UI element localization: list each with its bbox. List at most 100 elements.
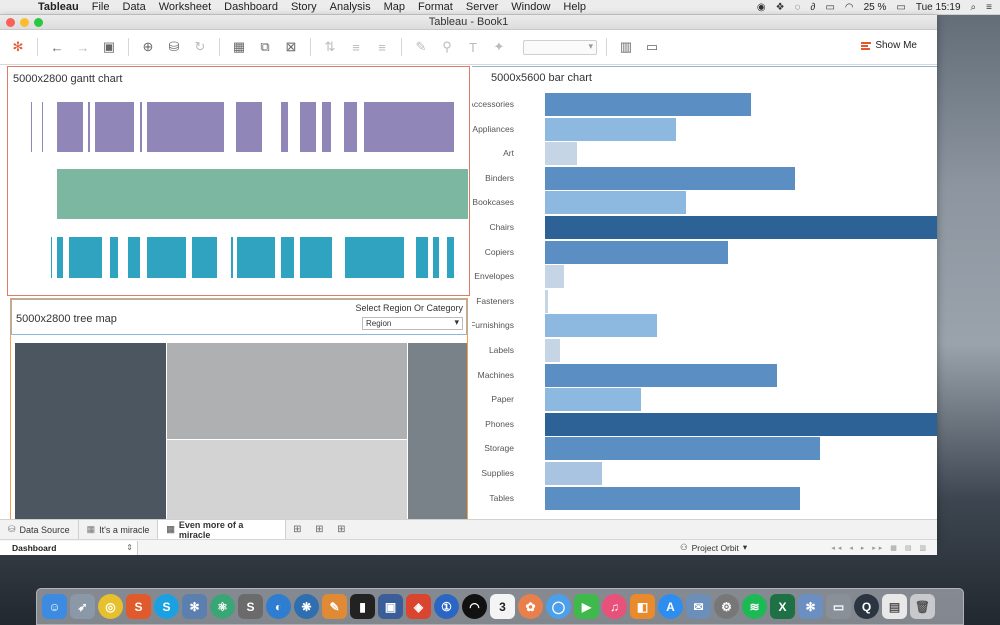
bar-binders[interactable] xyxy=(545,166,795,190)
screenflow-icon[interactable]: ◈ xyxy=(406,594,431,619)
gantt-bar[interactable] xyxy=(88,102,90,152)
menu-format[interactable]: Format xyxy=(418,1,453,13)
labels-icon[interactable]: T xyxy=(469,39,477,55)
sheet-navigation-controls[interactable]: ◂◂ ◂ ▸ ▸▸ ▦ ▤ ▥ xyxy=(831,544,929,552)
documents-icon[interactable]: ▤ xyxy=(882,594,907,619)
menu-help[interactable]: Help xyxy=(563,1,587,13)
bar-furnishings[interactable] xyxy=(545,314,657,338)
virtualbox-icon[interactable]: ▣ xyxy=(378,594,403,619)
messages-icon[interactable]: ◯ xyxy=(546,594,571,619)
gantt-bar[interactable] xyxy=(95,102,134,152)
gantt-bar[interactable] xyxy=(140,102,142,152)
spotify-like-icon[interactable]: ◠ xyxy=(462,594,487,619)
preview-icon[interactable]: ✉ xyxy=(686,594,711,619)
pause-updates-icon[interactable]: ⛁ xyxy=(168,39,180,54)
gantt-bar[interactable] xyxy=(416,237,428,278)
gantt-bar[interactable] xyxy=(231,237,233,278)
finder-icon[interactable]: ☺ xyxy=(42,594,67,619)
creative-cloud-icon[interactable]: ∂ xyxy=(810,1,816,13)
bar-chart-zone[interactable]: 5000x5600 bar chart Accessories Appliance… xyxy=(472,66,937,519)
bar-tables[interactable] xyxy=(545,486,800,510)
spotlight-icon[interactable]: ⌕ xyxy=(970,1,977,13)
gantt-bar[interactable] xyxy=(57,169,468,219)
1password-icon[interactable]: ① xyxy=(434,594,459,619)
ibooks-icon[interactable]: ◧ xyxy=(630,594,655,619)
photos-icon[interactable]: ✿ xyxy=(518,594,543,619)
bar-chairs[interactable] xyxy=(545,216,937,239)
back-icon[interactable]: ← xyxy=(50,39,64,55)
gantt-bar[interactable] xyxy=(51,237,52,278)
menu-data[interactable]: Data xyxy=(122,1,146,13)
menu-file[interactable]: File xyxy=(91,1,110,13)
gantt-chart-zone[interactable]: 5000x2800 gantt chart xyxy=(7,66,470,296)
bar-storage[interactable] xyxy=(545,437,820,461)
clear-sheet-icon[interactable]: ⊠ xyxy=(285,39,297,54)
new-data-source-icon[interactable]: ⊕ xyxy=(142,39,154,54)
tree-map-zone[interactable]: 5000x2800 tree map Select Region Or Cate… xyxy=(10,298,468,528)
atom-icon[interactable]: ⚛ xyxy=(210,594,235,619)
presentation-mode-icon[interactable]: ▭ xyxy=(645,39,659,54)
menu-server[interactable]: Server xyxy=(465,1,499,13)
gantt-bar[interactable] xyxy=(42,102,43,152)
gantt-bar[interactable] xyxy=(344,102,357,152)
gantt-bar[interactable] xyxy=(345,237,404,278)
quicktime-icon[interactable]: Q xyxy=(854,594,879,619)
new-story-button[interactable]: ⊞ xyxy=(330,520,352,539)
trash-icon[interactable]: 🗑 xyxy=(910,594,935,619)
terminal-icon[interactable]: ▮ xyxy=(350,594,375,619)
gantt-bar[interactable] xyxy=(192,237,217,278)
sort-ascending-icon[interactable]: ≡ xyxy=(352,39,360,55)
refresh-icon[interactable]: ↻ xyxy=(194,39,206,54)
gantt-bar[interactable] xyxy=(110,237,118,278)
swap-axes-icon[interactable]: ⇅ xyxy=(324,39,336,54)
airplay-icon[interactable]: ▭ xyxy=(825,1,835,13)
chrome-icon[interactable]: ◎ xyxy=(98,594,123,619)
wunderlist-icon[interactable]: ❋ xyxy=(294,594,319,619)
bar-paper[interactable] xyxy=(545,388,641,412)
sublime-icon[interactable]: S xyxy=(126,594,151,619)
new-worksheet-icon[interactable]: ▦ xyxy=(232,39,246,54)
clock[interactable]: Tue 15:19 xyxy=(915,1,961,13)
forward-icon[interactable]: → xyxy=(76,39,90,55)
excel-icon[interactable]: X xyxy=(770,594,795,619)
gantt-bar[interactable] xyxy=(300,237,332,278)
zoom-button[interactable] xyxy=(34,18,43,27)
menu-window[interactable]: Window xyxy=(511,1,551,13)
system-preferences-icon[interactable]: ⚙ xyxy=(714,594,739,619)
gantt-bar[interactable] xyxy=(57,237,63,278)
sync-icon[interactable]: ◌ xyxy=(794,1,801,13)
region-category-dropdown[interactable]: Region xyxy=(362,317,463,330)
tree-map-cell[interactable] xyxy=(408,343,467,527)
menu-story[interactable]: Story xyxy=(290,1,317,13)
sketch-icon[interactable]: S xyxy=(238,594,263,619)
bar-supplies[interactable] xyxy=(545,462,602,485)
itunes-icon[interactable]: ♫ xyxy=(602,594,627,619)
menu-map[interactable]: Map xyxy=(383,1,406,13)
notification-center-icon[interactable]: ≡ xyxy=(986,1,992,13)
gantt-bar[interactable] xyxy=(433,237,439,278)
minimize-button[interactable] xyxy=(20,18,29,27)
gantt-bar[interactable] xyxy=(128,237,140,278)
bar-labels[interactable] xyxy=(545,339,560,362)
tree-map-cell[interactable] xyxy=(15,343,166,527)
show-me-button[interactable]: Show Me xyxy=(861,40,917,51)
new-dashboard-button[interactable]: ⊞ xyxy=(308,520,330,539)
spotify-icon[interactable]: ≋ xyxy=(742,594,767,619)
save-icon[interactable]: ▣ xyxy=(102,39,116,54)
gantt-bar[interactable] xyxy=(147,237,186,278)
gantt-bar[interactable] xyxy=(447,237,454,278)
tab-data-source[interactable]: ⛁ Data Source xyxy=(0,520,79,539)
bar-fasteners[interactable] xyxy=(545,289,548,313)
close-button[interactable] xyxy=(6,18,15,27)
pencil-icon[interactable]: ✎ xyxy=(322,594,347,619)
gantt-bar[interactable] xyxy=(237,237,275,278)
gantt-bar[interactable] xyxy=(281,237,294,278)
gantt-bar[interactable] xyxy=(31,102,32,152)
sort-descending-icon[interactable]: ≡ xyxy=(378,39,386,55)
menu-dashboard[interactable]: Dashboard xyxy=(224,1,278,13)
gantt-bar[interactable] xyxy=(300,102,316,152)
tree-map-cell[interactable] xyxy=(167,440,407,527)
menu-worksheet[interactable]: Worksheet xyxy=(158,1,212,13)
record-icon[interactable]: ◉ xyxy=(756,1,766,13)
menu-app[interactable]: Tableau xyxy=(38,1,79,13)
